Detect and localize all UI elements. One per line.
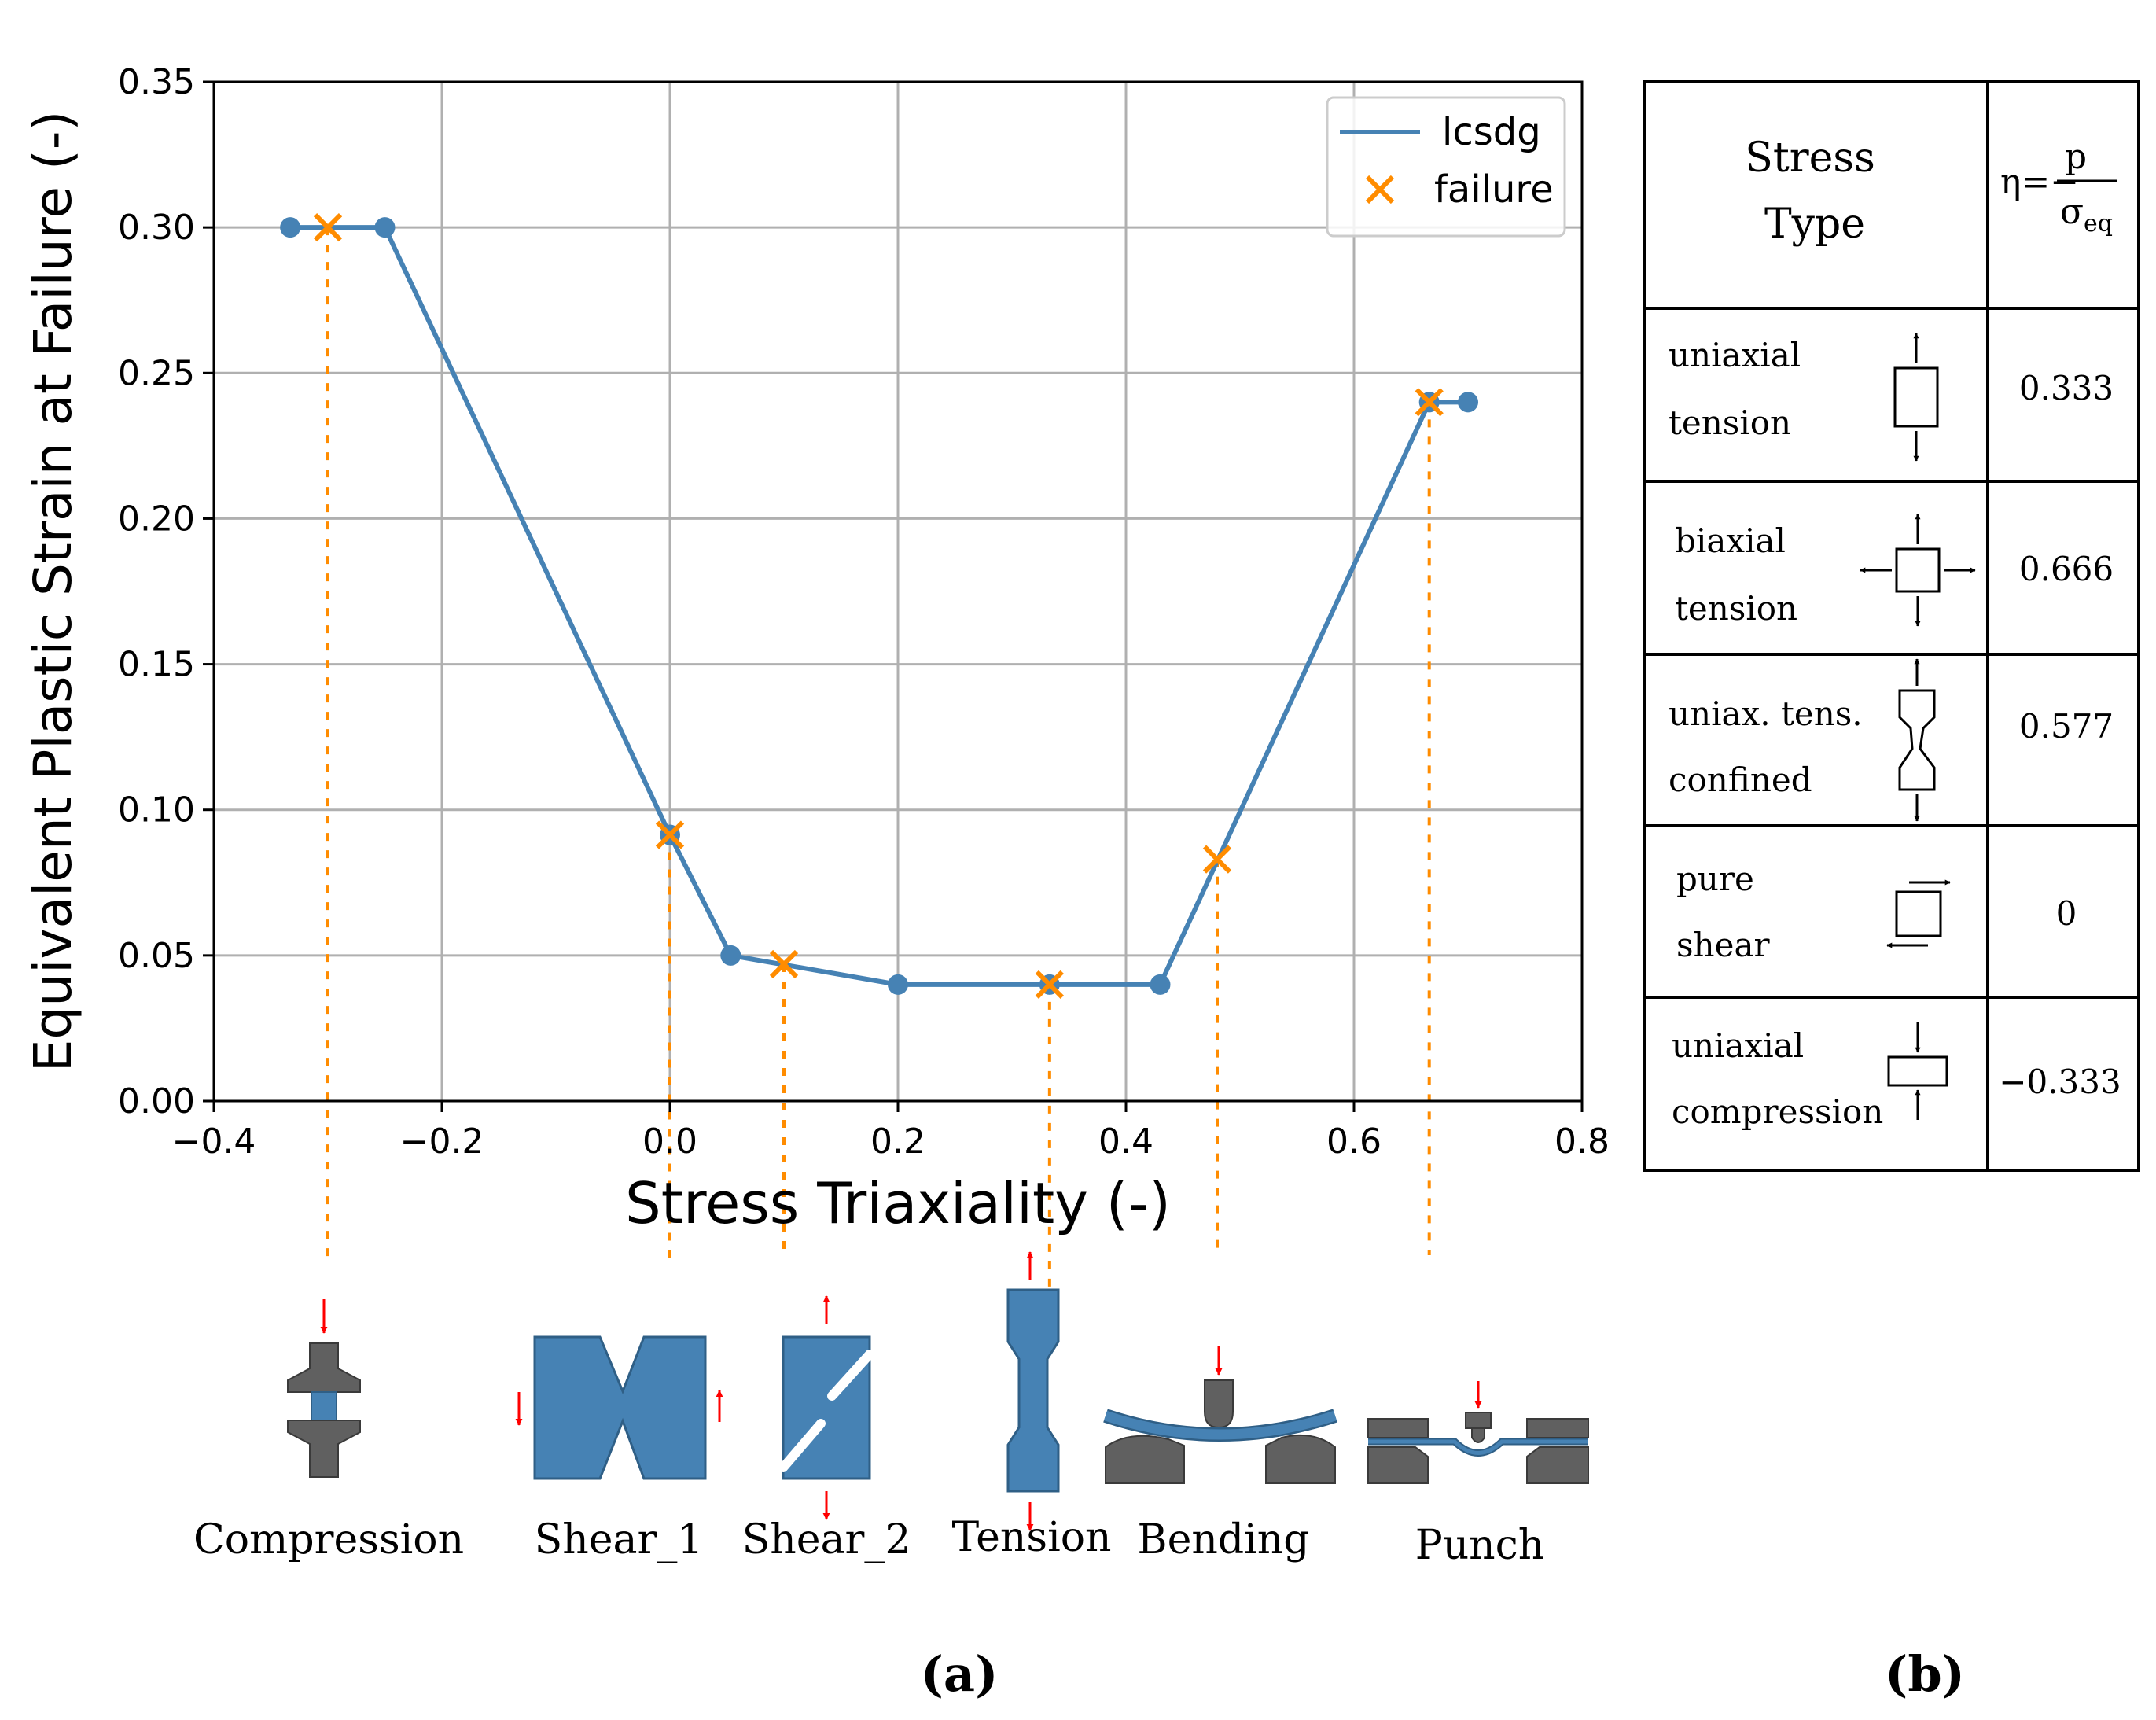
x-tick-label: 0.4 xyxy=(1098,1121,1153,1162)
table-row: pure shear 0 xyxy=(1676,860,2077,964)
row-label-line2: tension xyxy=(1669,403,1791,442)
y-tick-label: 0.20 xyxy=(118,499,195,539)
lcsdg-point xyxy=(374,217,396,238)
axis-ticks: −0.4 −0.2 0.0 0.2 0.4 0.6 0.8 0.00 0.05 0.10 0.15 0… xyxy=(118,62,1610,1162)
tension-specimen-icon xyxy=(1006,1251,1060,1531)
lcsdg-point xyxy=(1150,974,1171,995)
y-tick-label: 0.35 xyxy=(118,62,195,102)
x-tick-label: −0.2 xyxy=(400,1121,484,1162)
failure-marker-stroke xyxy=(655,820,685,849)
x-tick-label: −0.4 xyxy=(172,1121,256,1162)
x-tick-label: 0.0 xyxy=(642,1121,697,1162)
row-label-line2: tension xyxy=(1675,589,1797,628)
y-tick-label: 0.05 xyxy=(118,936,195,976)
row-label-line1: biaxial xyxy=(1675,521,1786,560)
row-label-line1: uniaxial xyxy=(1669,336,1801,374)
chart-area: −0.4 −0.2 0.0 0.2 0.4 0.6 0.8 0.00 0.05 0.10 0.15 0… xyxy=(23,62,1610,1290)
lcsdg-point xyxy=(720,945,741,966)
table-row: uniaxial tension 0.333 xyxy=(1669,333,2114,462)
uniaxial-compression-icon xyxy=(1887,1022,1948,1120)
y-tick-label: 0.25 xyxy=(118,353,195,393)
specimen-label-tension: Tension xyxy=(951,1514,1111,1561)
x-tick-label: 0.6 xyxy=(1326,1121,1382,1162)
failure-marker-stroke xyxy=(1202,845,1232,874)
failure-marker xyxy=(655,820,685,849)
specimen-label-compression: Compression xyxy=(193,1516,464,1563)
table-row: uniax. tens. confined 0.577 xyxy=(1669,658,2114,822)
legend: lcsdg failure xyxy=(1326,96,1566,238)
row-value: 0.577 xyxy=(2019,707,2114,746)
specimen-label-shear1: Shear_1 xyxy=(535,1516,704,1563)
x-tick-label: 0.8 xyxy=(1554,1121,1610,1162)
shear1-specimen-icon xyxy=(515,1335,723,1480)
lcsdg-point xyxy=(280,217,301,238)
row-label-line2: shear xyxy=(1676,926,1770,964)
specimen-label-shear2: Shear_2 xyxy=(742,1516,911,1563)
pure-shear-icon xyxy=(1886,879,1951,948)
biaxial-tension-icon xyxy=(1860,514,1976,627)
y-axis-label: Equivalent Plastic Strain at Failure (-) xyxy=(23,111,83,1073)
lcsdg-line xyxy=(290,225,1468,987)
legend-label-lcsdg: lcsdg xyxy=(1442,110,1541,154)
row-label-line1: uniaxial xyxy=(1672,1026,1804,1065)
y-tick-label: 0.10 xyxy=(118,790,195,831)
lcsdg-point xyxy=(888,974,908,995)
table-row: biaxial tension 0.666 xyxy=(1675,514,2114,628)
failure-marker xyxy=(1415,388,1444,417)
stress-type-table: Stress Type η=− p σeq uniaxial tension 0… xyxy=(1643,80,2140,1172)
legend-label-failure: failure xyxy=(1434,168,1554,212)
table-header: Stress Type η=− p σeq xyxy=(1745,134,2117,248)
panel-label-a: (a) xyxy=(921,1645,999,1703)
y-tick-label: 0.15 xyxy=(118,645,195,685)
y-tick-label: 0.00 xyxy=(118,1081,195,1121)
panel-label-b: (b) xyxy=(1885,1645,1965,1703)
row-value: 0.666 xyxy=(2019,550,2114,588)
failure-marker xyxy=(769,949,799,979)
failure-marker xyxy=(313,213,343,242)
guide-lines xyxy=(326,227,1431,1290)
eta-numerator: p xyxy=(2065,137,2087,177)
failure-marker xyxy=(1035,970,1064,1000)
compression-specimen-icon xyxy=(287,1299,361,1478)
punch-specimen-icon xyxy=(1367,1381,1589,1484)
confined-tension-icon xyxy=(1898,658,1936,822)
header-stress-type-line2: Type xyxy=(1764,201,1865,248)
failure-marker xyxy=(1202,845,1232,874)
failure-marker-stroke xyxy=(313,213,343,242)
row-value: 0 xyxy=(2056,894,2077,933)
uniaxial-tension-icon xyxy=(1893,333,1939,462)
table-border xyxy=(1643,80,2140,1172)
failure-marker-stroke xyxy=(769,949,799,979)
specimen-label-bending: Bending xyxy=(1137,1516,1309,1563)
row-value: −0.333 xyxy=(1999,1063,2121,1101)
series-layer xyxy=(280,213,1478,1000)
specimen-label-punch: Punch xyxy=(1415,1522,1545,1569)
row-value: 0.333 xyxy=(2019,369,2114,407)
header-stress-type-line1: Stress xyxy=(1745,134,1875,182)
y-tick-label: 0.30 xyxy=(118,208,195,248)
x-tick-label: 0.2 xyxy=(870,1121,925,1162)
row-label-line1: uniax. tens. xyxy=(1669,694,1863,733)
row-label-line1: pure xyxy=(1676,860,1754,898)
row-label-line2: compression xyxy=(1672,1092,1883,1131)
legend-x-marker xyxy=(1365,175,1395,204)
eta-denominator: σeq xyxy=(2060,192,2113,238)
lcsdg-point xyxy=(1458,392,1478,413)
table-row: uniaxial compression −0.333 xyxy=(1672,1022,2121,1131)
eta-formula: η=− p σeq xyxy=(2000,137,2117,238)
shear2-specimen-icon xyxy=(778,1295,874,1520)
specimen-row: Compression Shear_1 Shear_2 Tension xyxy=(193,1251,1589,1569)
failure-marker-stroke xyxy=(1035,970,1064,1000)
bending-specimen-icon xyxy=(1103,1346,1337,1484)
failure-marker-stroke xyxy=(1415,388,1444,417)
row-label-line2: confined xyxy=(1669,761,1812,799)
x-axis-label: Stress Triaxiality (-) xyxy=(625,1170,1171,1236)
